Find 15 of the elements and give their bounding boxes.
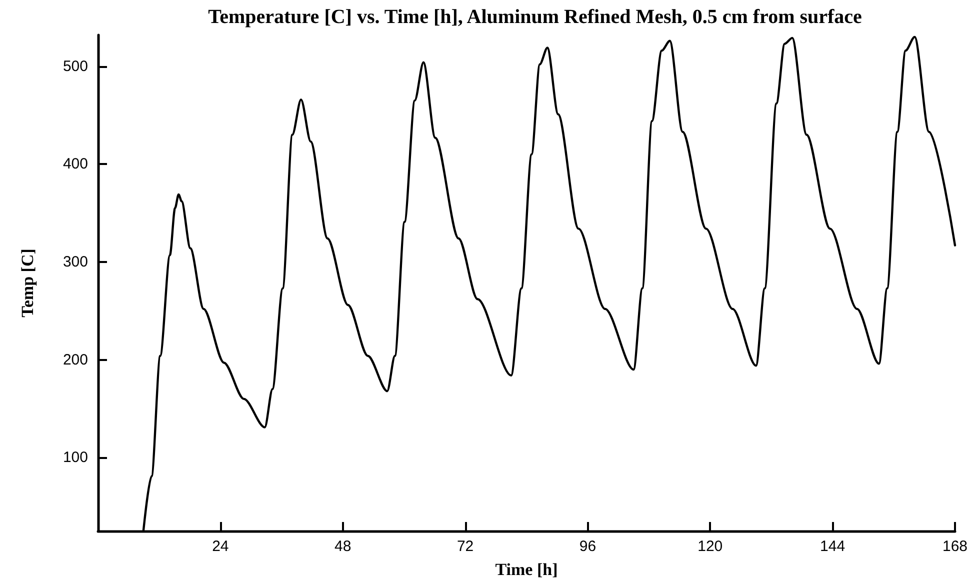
y-axis-title: Temp [C] bbox=[18, 248, 37, 318]
x-tick-label: 48 bbox=[334, 538, 352, 555]
x-tick-label: 120 bbox=[698, 538, 723, 555]
x-tick-label: 144 bbox=[820, 538, 846, 555]
y-tick-label: 500 bbox=[62, 58, 88, 75]
x-axis-title: Time [h] bbox=[495, 560, 558, 579]
y-tick-label: 200 bbox=[62, 351, 88, 368]
y-tick-label: 300 bbox=[62, 253, 88, 270]
x-tick-label: 168 bbox=[942, 538, 968, 555]
x-tick-label: 24 bbox=[212, 538, 229, 555]
y-tick-label: 100 bbox=[62, 449, 88, 466]
x-tick-label: 72 bbox=[456, 538, 474, 555]
x-tick-label: 96 bbox=[579, 538, 596, 555]
chart-title: Temperature [C] vs. Time [h], Aluminum Refined Mesh, 0.5 cm from surface bbox=[208, 6, 862, 28]
y-tick-label: 400 bbox=[62, 156, 88, 173]
